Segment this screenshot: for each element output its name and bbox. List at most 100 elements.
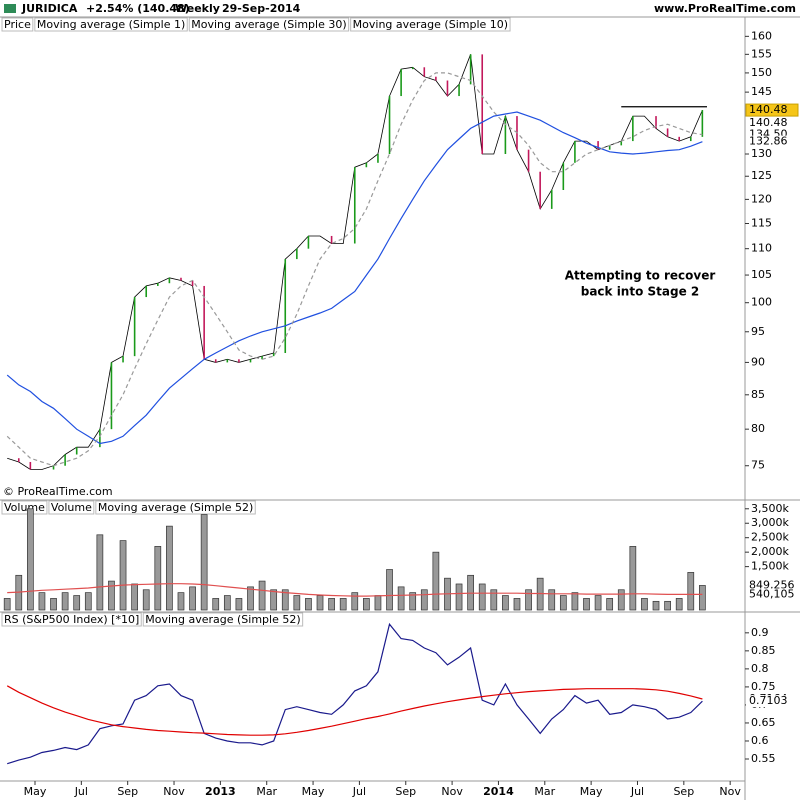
legend-box	[188, 17, 350, 32]
legend-label: Moving average (Simple 52)	[145, 613, 300, 626]
volume-bar	[559, 595, 567, 611]
series-line	[6, 111, 703, 445]
volume-bar	[455, 583, 463, 611]
volume-bar	[247, 586, 254, 611]
symbol: JURIDICA	[21, 2, 78, 15]
volume-bar	[61, 592, 69, 611]
volume-bar	[432, 551, 440, 611]
price-line	[7, 54, 703, 470]
y-tick-label: 2,500k	[751, 531, 789, 544]
volume-bar	[478, 583, 486, 611]
volume-bar	[200, 514, 208, 611]
legend-box	[34, 17, 188, 32]
date: 29-Sep-2014	[222, 2, 301, 15]
x-tick-label: Nov	[719, 785, 741, 798]
value-marker	[746, 117, 798, 130]
y-tick-label: 0.8	[751, 662, 769, 675]
volume-bar	[699, 585, 706, 611]
value-marker	[746, 695, 798, 708]
y-tick-label: 3,000k	[751, 516, 789, 529]
volume-bar	[513, 598, 521, 611]
volume-bar	[374, 595, 382, 611]
x-tick-label: 2013	[205, 785, 236, 798]
volume-bar	[154, 546, 162, 611]
y-tick-label: 110	[751, 242, 772, 255]
x-tick-label: May	[24, 785, 47, 798]
x-tick-label: Sep	[395, 785, 416, 798]
legend-label: Moving average (Simple 10)	[353, 18, 508, 31]
y-tick-label: 85	[751, 388, 765, 401]
volume-bar	[3, 598, 11, 611]
volume-bar	[606, 598, 614, 611]
volume-bar	[675, 598, 683, 611]
x-tick-label: Nov	[163, 785, 185, 798]
volume-bar	[397, 586, 405, 611]
y-tick-label: 155	[751, 47, 772, 60]
x-tick-label: Nov	[441, 785, 463, 798]
annotation: back into Stage 2	[581, 285, 700, 299]
y-tick-label: 0.85	[751, 644, 776, 657]
y-tick-label: 75	[751, 459, 765, 472]
volume-bar	[305, 598, 312, 611]
legend-box	[142, 612, 304, 627]
volume-bar	[119, 540, 127, 611]
y-tick-label: 1,500k	[751, 560, 789, 573]
legend-label: Volume	[51, 501, 92, 514]
y-tick-label: 0.6	[751, 734, 769, 747]
volume-bar	[502, 595, 509, 611]
volume-bar	[548, 589, 556, 611]
legend-label: Price	[4, 18, 31, 31]
legend-label: Moving average (Simple 52)	[98, 501, 253, 514]
copyright: © ProRealTime.com	[3, 485, 113, 498]
volume-bar	[583, 598, 590, 611]
x-tick-label: Jul	[352, 785, 366, 798]
y-tick-label: 160	[751, 29, 772, 42]
volume-bar	[420, 589, 428, 611]
y-tick-label: 145	[751, 85, 772, 98]
value-marker-label: 540,105	[749, 587, 795, 600]
volume-bar	[223, 595, 231, 611]
x-tick-label: Mar	[534, 785, 555, 798]
legend-label: Moving average (Simple 1)	[37, 18, 185, 31]
legend-box	[95, 500, 256, 515]
y-tick-label: 105	[751, 268, 772, 281]
volume-bar	[212, 598, 220, 611]
volume-bar	[525, 589, 532, 611]
y-tick-label: 2,000k	[751, 545, 789, 558]
volume-bar	[73, 595, 81, 611]
volume-bar	[490, 589, 498, 611]
y-tick-label: 0.75	[751, 680, 776, 693]
x-tick-label: Jul	[74, 785, 88, 798]
volume-bar	[27, 508, 34, 611]
legend-label: Moving average (Simple 30)	[191, 18, 346, 31]
volume-bar	[409, 592, 417, 611]
legend-label: RS (S&P500 Index) [*10]	[4, 613, 139, 626]
value-marker-label: 132.86	[749, 135, 788, 148]
y-tick-label: 3,500k	[751, 502, 789, 515]
y-tick-label: 0.65	[751, 716, 776, 729]
volume-bar	[617, 589, 625, 611]
volume-bar	[652, 600, 660, 611]
legend-box	[1, 500, 48, 515]
x-tick-label: Mar	[256, 785, 277, 798]
value-marker-label: 0.7103	[749, 694, 788, 707]
x-tick-label: Sep	[117, 785, 138, 798]
y-tick-label: 100	[751, 296, 772, 309]
value-marker	[746, 588, 798, 601]
site: www.ProRealTime.com	[654, 2, 796, 15]
y-tick-label: 120	[751, 192, 772, 205]
volume-bar	[594, 595, 602, 611]
volume-bar	[386, 569, 393, 611]
series-line	[7, 583, 703, 597]
series-line	[7, 622, 703, 765]
volume-bar	[235, 598, 243, 611]
y-tick-label: 80	[751, 422, 765, 435]
volume-bar	[258, 580, 266, 611]
volume-bar	[351, 592, 359, 611]
x-tick-label: 2014	[483, 785, 514, 798]
volume-bar	[641, 598, 648, 611]
y-tick-label: 130	[751, 147, 772, 160]
value-marker-label: 849,256	[749, 578, 795, 591]
volume-bar	[177, 592, 185, 611]
